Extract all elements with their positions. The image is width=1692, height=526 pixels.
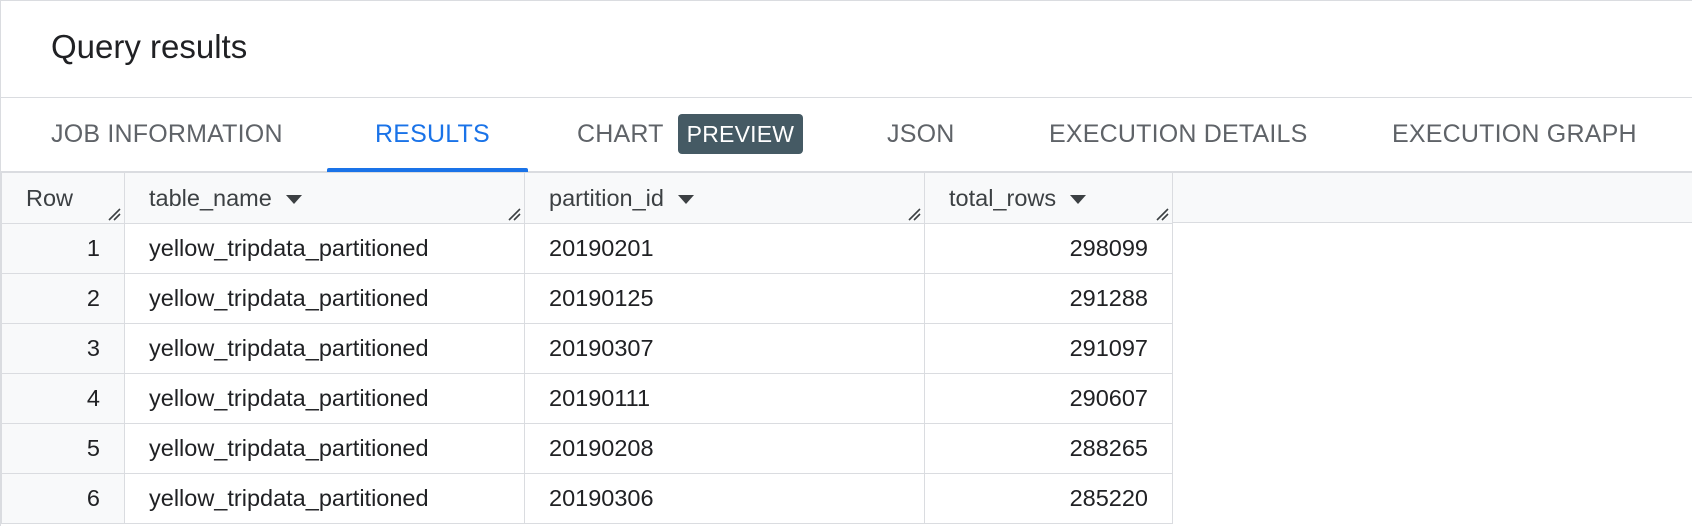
arrow-drop-down-icon[interactable] — [1070, 194, 1087, 204]
cell-total-rows[interactable]: 285220 — [924, 473, 1173, 524]
table-row: 3 yellow_tripdata_partitioned 20190307 2… — [1, 323, 1173, 374]
arrow-drop-down-icon[interactable] — [677, 194, 694, 204]
cell-total-rows[interactable]: 298099 — [924, 223, 1173, 274]
cell-table-name[interactable]: yellow_tripdata_partitioned — [124, 423, 525, 474]
tab-results[interactable]: RESULTS — [375, 98, 490, 170]
tab-chart[interactable]: CHART PREVIEW — [577, 98, 804, 170]
table-header-row: Row table_name partition_id total_rows — [1, 172, 1173, 224]
column-header-label: partition_id — [549, 184, 664, 211]
active-tab-indicator — [327, 168, 528, 172]
cell-table-name[interactable]: yellow_tripdata_partitioned — [124, 223, 525, 274]
cell-total-rows[interactable]: 291288 — [924, 273, 1173, 324]
cell-partition-id[interactable]: 20190307 — [524, 323, 925, 374]
column-header-label: total_rows — [949, 184, 1057, 211]
preview-badge: PREVIEW — [677, 114, 804, 154]
row-number: 3 — [1, 323, 125, 374]
arrow-drop-down-icon[interactable] — [285, 194, 302, 204]
column-header-total-rows[interactable]: total_rows — [924, 172, 1173, 224]
column-header-partition-id[interactable]: partition_id — [524, 172, 925, 224]
cell-partition-id[interactable]: 20190111 — [524, 373, 925, 424]
tab-label: RESULTS — [375, 119, 490, 148]
tab-execution-details[interactable]: EXECUTION DETAILS — [1049, 98, 1308, 170]
table-header-filler — [1172, 172, 1692, 223]
cell-table-name[interactable]: yellow_tripdata_partitioned — [124, 473, 525, 524]
page-title: Query results — [51, 28, 248, 65]
results-tabs: JOB INFORMATION RESULTS CHART PREVIEW JS… — [1, 98, 1692, 172]
tab-label: JSON — [887, 119, 955, 148]
column-header-row: Row — [1, 172, 125, 224]
table-row: 2 yellow_tripdata_partitioned 20190125 2… — [1, 273, 1173, 324]
column-header-label: table_name — [149, 184, 272, 211]
results-grid: Row table_name partition_id total_rows — [1, 172, 1173, 524]
cell-partition-id[interactable]: 20190208 — [524, 423, 925, 474]
cell-table-name[interactable]: yellow_tripdata_partitioned — [124, 373, 525, 424]
panel-header: Query results — [1, 1, 1692, 98]
cell-partition-id[interactable]: 20190125 — [524, 273, 925, 324]
column-header-label: Row — [26, 184, 74, 211]
row-number: 5 — [1, 423, 125, 474]
table-row: 6 yellow_tripdata_partitioned 20190306 2… — [1, 473, 1173, 524]
table-row: 5 yellow_tripdata_partitioned 20190208 2… — [1, 423, 1173, 474]
table-row: 4 yellow_tripdata_partitioned 20190111 2… — [1, 373, 1173, 424]
tab-label: JOB INFORMATION — [51, 119, 283, 148]
column-resize-icon[interactable] — [1153, 205, 1169, 221]
row-number: 4 — [1, 373, 125, 424]
row-number: 1 — [1, 223, 125, 274]
tab-label: EXECUTION GRAPH — [1392, 119, 1637, 148]
row-number: 2 — [1, 273, 125, 324]
tab-json[interactable]: JSON — [887, 98, 954, 170]
cell-table-name[interactable]: yellow_tripdata_partitioned — [124, 273, 525, 324]
cell-total-rows[interactable]: 290607 — [924, 373, 1173, 424]
cell-partition-id[interactable]: 20190201 — [524, 223, 925, 274]
column-resize-icon[interactable] — [505, 205, 521, 221]
column-resize-icon[interactable] — [105, 205, 121, 221]
tab-label: EXECUTION DETAILS — [1049, 119, 1308, 148]
tab-job-information[interactable]: JOB INFORMATION — [51, 98, 283, 170]
column-header-table-name[interactable]: table_name — [124, 172, 525, 224]
column-resize-icon[interactable] — [905, 205, 921, 221]
tab-label: CHART — [577, 119, 664, 148]
cell-partition-id[interactable]: 20190306 — [524, 473, 925, 524]
tab-execution-graph[interactable]: EXECUTION GRAPH — [1392, 98, 1637, 170]
results-table: Row table_name partition_id total_rows — [1, 172, 1173, 524]
row-number: 6 — [1, 473, 125, 524]
cell-table-name[interactable]: yellow_tripdata_partitioned — [124, 323, 525, 374]
cell-total-rows[interactable]: 291097 — [924, 323, 1173, 374]
table-row: 1 yellow_tripdata_partitioned 20190201 2… — [1, 223, 1173, 274]
cell-total-rows[interactable]: 288265 — [924, 423, 1173, 474]
